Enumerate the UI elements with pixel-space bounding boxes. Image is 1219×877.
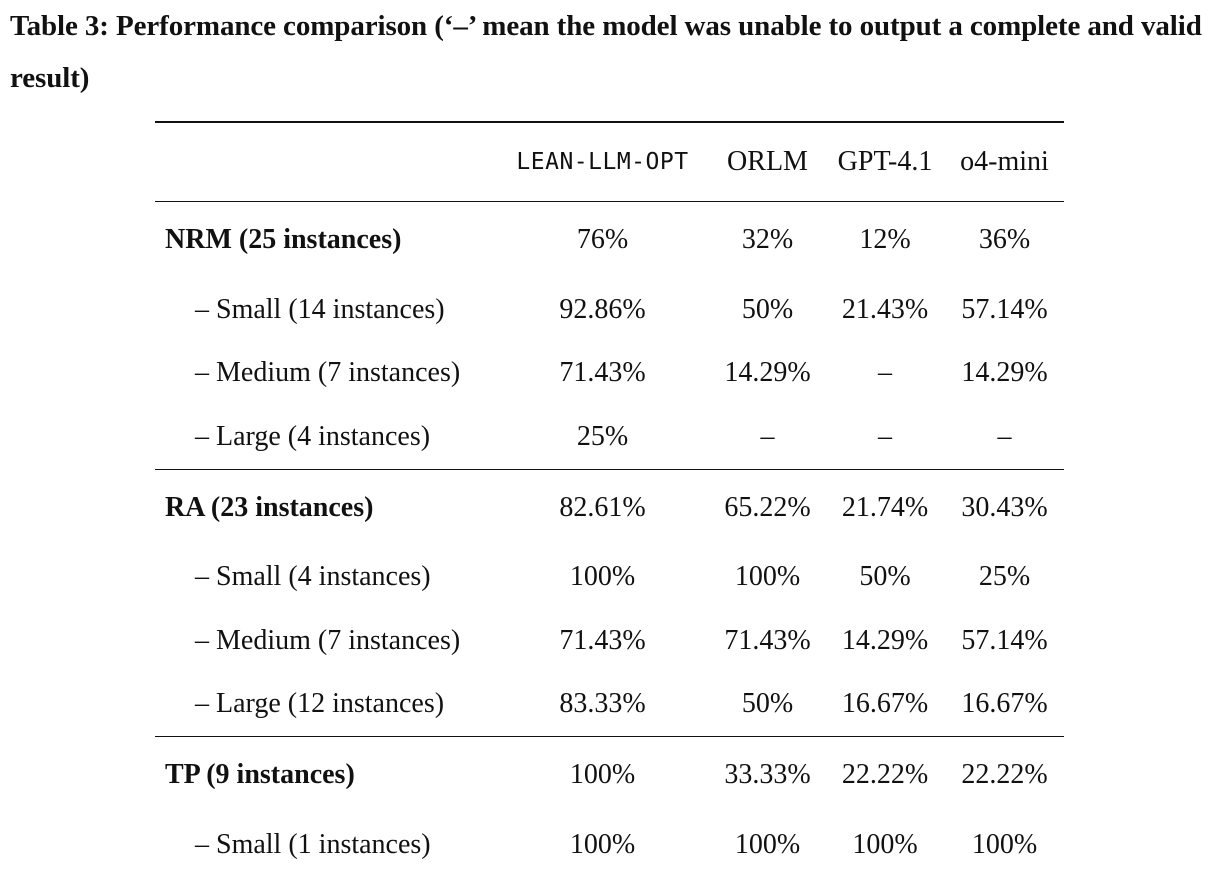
row-label: – Medium (7 instances) <box>195 357 461 389</box>
table-cell: 14.29% <box>961 357 1048 389</box>
column-header-orlm: ORLM <box>727 146 808 177</box>
table-row: – Small (1 instances) 100% 100% 100% 100… <box>155 813 1064 877</box>
table-cell: 21.74% <box>841 491 929 523</box>
column-header-lean-llm-opt: LEAN-LLM-OPT <box>516 149 689 175</box>
performance-table: LEAN-LLM-OPT ORLM GPT-4.1 o4-mini NRM (2… <box>155 121 1064 877</box>
table-cell: 32% <box>741 224 794 255</box>
group-label: NRM (25 instances) <box>165 224 402 255</box>
table-cell: 100% <box>569 759 636 790</box>
table-cell: – <box>878 357 892 389</box>
table-cell: 57.14% <box>961 624 1048 656</box>
table-cell: 100% <box>569 828 636 860</box>
table-cell: 71.43% <box>724 624 811 656</box>
table-cell: 50% <box>741 688 794 720</box>
table-cell: 100% <box>734 828 801 860</box>
table-cell: 30.43% <box>961 491 1048 523</box>
table-cell: 76% <box>576 224 629 255</box>
table-cell: 50% <box>859 561 911 593</box>
table-cell: 12% <box>859 224 911 255</box>
row-label: – Medium (7 instances) <box>195 624 461 656</box>
table-cell: 71.43% <box>559 624 646 656</box>
table-cell: 57.14% <box>961 293 1048 325</box>
table-row: – Medium (7 instances) 71.43% 14.29% – 1… <box>155 342 1064 406</box>
table-cell: 33.33% <box>724 759 811 790</box>
table-cell: 50% <box>741 293 794 325</box>
table-header-row: LEAN-LLM-OPT ORLM GPT-4.1 o4-mini <box>155 122 1064 202</box>
table-cell: 100% <box>734 561 801 593</box>
table-row: – Medium (7 instances) 71.43% 71.43% 14.… <box>155 609 1064 673</box>
row-label: – Large (12 instances) <box>195 688 445 720</box>
table-cell: 100% <box>569 561 636 593</box>
table-cell: 21.43% <box>841 293 929 325</box>
row-label: – Small (4 instances) <box>195 561 431 593</box>
column-header-o4-mini: o4-mini <box>960 146 1049 177</box>
table-row: – Small (4 instances) 100% 100% 50% 25% <box>155 546 1064 610</box>
table-cell: – <box>878 420 892 452</box>
row-label: – Small (14 instances) <box>195 293 445 325</box>
table-cell: 16.67% <box>961 688 1048 720</box>
table-caption: Table 3: Performance comparison (‘–’ mea… <box>10 10 1202 94</box>
table-cell: 22.22% <box>961 759 1048 790</box>
group-label: TP (9 instances) <box>165 759 355 790</box>
row-label: – Small (1 instances) <box>195 828 431 860</box>
table-cell: 25% <box>978 561 1031 593</box>
group-row-ra: RA (23 instances) 82.61% 65.22% 21.74% 3… <box>155 469 1064 546</box>
table-cell: – <box>760 420 775 452</box>
table-cell: 71.43% <box>559 357 646 389</box>
table-cell: 36% <box>978 224 1031 255</box>
row-label: – Large (4 instances) <box>195 420 431 452</box>
group-row-nrm: NRM (25 instances) 76% 32% 12% 36% <box>155 201 1064 279</box>
table-cell: – <box>997 420 1012 452</box>
table-cell: 100% <box>971 828 1038 860</box>
group-label: RA (23 instances) <box>165 491 374 523</box>
table-cell: 14.29% <box>841 624 929 656</box>
table-row: – Small (14 instances) 92.86% 50% 21.43%… <box>155 278 1064 342</box>
table-cell: 100% <box>852 828 918 860</box>
table-row: – Large (4 instances) 25% – – – <box>155 405 1064 469</box>
table-row: – Large (12 instances) 83.33% 50% 16.67%… <box>155 673 1064 737</box>
table-cell: 82.61% <box>559 491 646 523</box>
table-cell: 25% <box>576 420 629 452</box>
group-row-tp: TP (9 instances) 100% 33.33% 22.22% 22.2… <box>155 736 1064 814</box>
table-cell: 22.22% <box>841 759 929 790</box>
performance-table-container: LEAN-LLM-OPT ORLM GPT-4.1 o4-mini NRM (2… <box>155 121 1064 877</box>
column-header-gpt-4-1: GPT-4.1 <box>837 146 933 177</box>
header-empty-cell <box>155 122 495 202</box>
table-cell: 92.86% <box>559 293 646 325</box>
table-cell: 65.22% <box>724 491 811 523</box>
table-cell: 83.33% <box>559 688 646 720</box>
table-cell: 14.29% <box>724 357 811 389</box>
table-cell: 16.67% <box>841 688 929 720</box>
